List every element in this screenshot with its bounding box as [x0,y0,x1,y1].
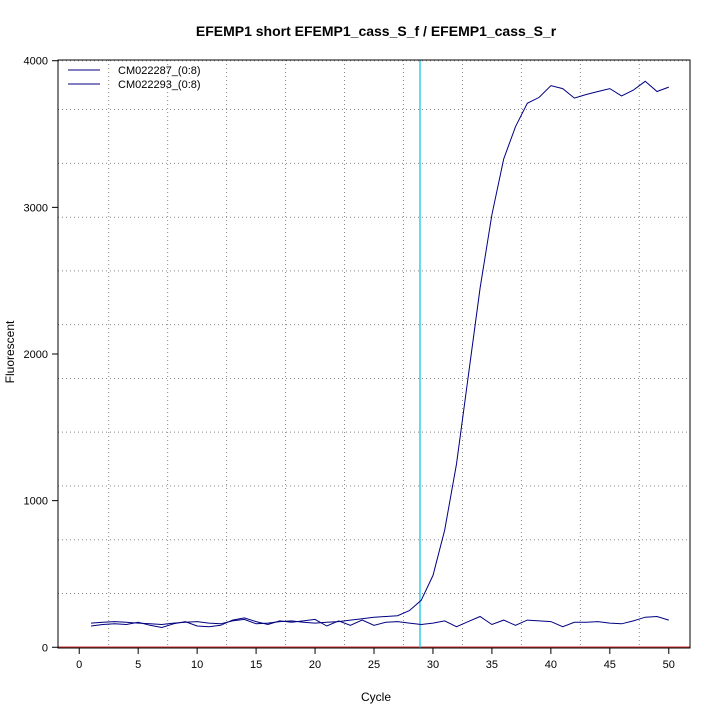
y-tick-label: 1000 [24,496,48,508]
x-tick-label: 20 [309,659,321,671]
x-tick-label: 45 [604,659,616,671]
plot-frame [57,59,691,649]
legend-label: CM022287_(0:8) [118,65,201,77]
x-tick-label: 35 [486,659,498,671]
series-line-2 [90,615,669,629]
legend-label: CM022293_(0:8) [118,79,201,91]
series-layer [90,80,669,629]
chart-title: EFEMP1 short EFEMP1_cass_S_f / EFEMP1_ca… [196,23,557,39]
y-tick-label: 3000 [24,202,48,214]
x-tick-label: 5 [135,659,141,671]
x-tick-label: 30 [427,659,439,671]
y-axis-label: Fluorescent [3,320,17,383]
grid [58,60,690,648]
y-tick-label: 0 [42,642,48,654]
x-axis-label: Cycle [361,690,391,704]
x-tick-label: 0 [76,659,82,671]
x-tick-label: 40 [545,659,557,671]
series-line-1 [90,80,669,626]
x-tick-label: 15 [250,659,262,671]
y-tick-label: 2000 [24,349,48,361]
reference-lines [58,60,690,649]
axis-ticks: 0 5 10 15 20 25 30 35 40 45 50 0 1000 2000 3000 4000 [24,56,675,671]
x-tick-label: 10 [191,659,203,671]
x-tick-label: 50 [663,659,675,671]
y-tick-label: 4000 [24,56,48,68]
legend: CM022287_(0:8) CM022293_(0:8) [68,65,201,91]
x-tick-label: 25 [368,659,380,671]
